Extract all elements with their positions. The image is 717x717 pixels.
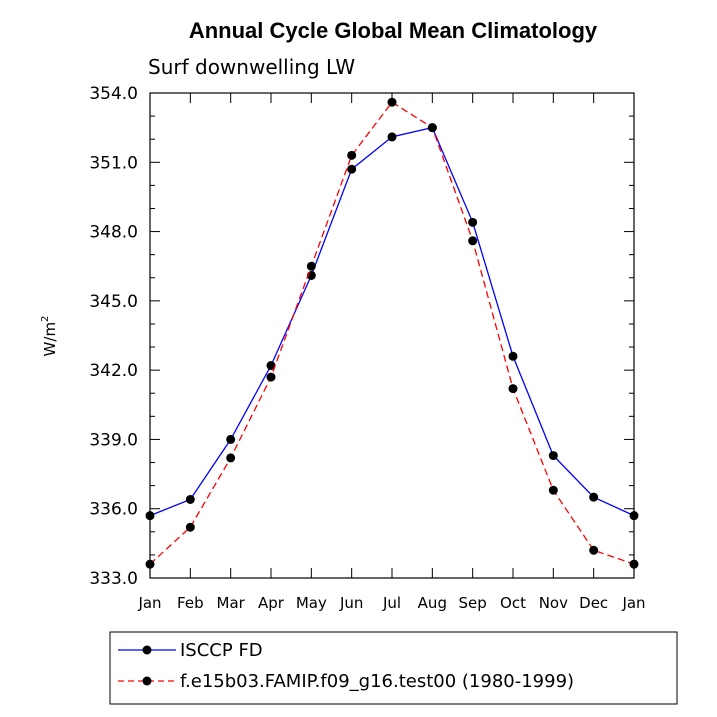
series-1-point: [589, 545, 599, 555]
series-1-point: [387, 97, 397, 107]
series-0-point: [508, 351, 518, 361]
plot-axes: 333.0 336.0 339.0 342.0 345.0 348.0 351.0 354.0…: [89, 84, 645, 612]
series-1-point: [306, 261, 316, 271]
series-1-point: [468, 236, 478, 246]
y-tick-label: 336.0: [89, 500, 138, 520]
y-tick-label: 345.0: [89, 292, 138, 312]
y-tick-label: 333.0: [89, 569, 138, 589]
series-line-0: [149, 126, 635, 517]
series-1-point: [508, 384, 518, 394]
chart-subtitle: Surf downwelling LW: [148, 55, 355, 79]
x-tick-label: Jul: [382, 594, 401, 612]
series-0-point: [548, 451, 558, 461]
series-0-point: [468, 217, 478, 227]
y-axis-label-exponent: 2: [40, 316, 51, 322]
series-1-point: [427, 123, 437, 133]
series-0-point: [145, 511, 155, 521]
series-0-point: [387, 132, 397, 142]
series-1-point: [185, 522, 195, 532]
x-tick-label: Sep: [459, 594, 487, 612]
legend: ISCCP FD f.e15b03.FAMIP.f09_g16.test00 (…: [109, 631, 678, 705]
series-1-point: [347, 150, 357, 160]
y-tick-label: 354.0: [89, 84, 138, 104]
series-0-point: [347, 164, 357, 174]
y-tick-label: 351.0: [89, 153, 138, 173]
x-tick-label: Feb: [177, 594, 204, 612]
series-0-point: [589, 492, 599, 502]
y-tick-label: 348.0: [89, 223, 138, 243]
y-tick-label: 339.0: [89, 430, 138, 450]
x-tick-label: Oct: [500, 594, 526, 612]
x-tick-label: Aug: [418, 594, 447, 612]
x-tick-label: Apr: [258, 594, 285, 612]
x-tick-label: Jan: [621, 594, 645, 612]
x-tick-label: Dec: [579, 594, 608, 612]
series-1-point: [548, 485, 558, 495]
series-0-point: [185, 494, 195, 504]
series-1-point: [226, 453, 236, 463]
x-tick-label: Jun: [339, 594, 363, 612]
x-tick-label: Jan: [137, 594, 161, 612]
series-line-1: [149, 101, 635, 565]
legend-box: [109, 631, 678, 705]
series-0-point: [629, 511, 639, 521]
legend-label-model: f.e15b03.FAMIP.f09_g16.test00 (1980-1999…: [180, 671, 574, 692]
plot-frame: [149, 92, 635, 579]
series-0-point: [226, 434, 236, 444]
legend-label-isccp: ISCCP FD: [180, 640, 263, 661]
series-layer: [145, 97, 639, 569]
legend-marker-isccp: [142, 645, 152, 655]
y-axis-label-unit: W/m: [41, 322, 59, 357]
chart-title: Annual Cycle Global Mean Climatology: [189, 18, 598, 43]
series-1-point: [266, 372, 276, 382]
legend-marker-model: [142, 676, 152, 686]
x-tick-label: May: [296, 594, 327, 612]
y-axis-label: W/m2: [40, 316, 59, 357]
series-0-point: [266, 361, 276, 371]
series-1-point: [629, 559, 639, 569]
x-tick-label: Mar: [217, 594, 246, 612]
y-tick-label: 342.0: [89, 361, 138, 381]
series-1-point: [145, 559, 155, 569]
x-tick-label: Nov: [539, 594, 568, 612]
